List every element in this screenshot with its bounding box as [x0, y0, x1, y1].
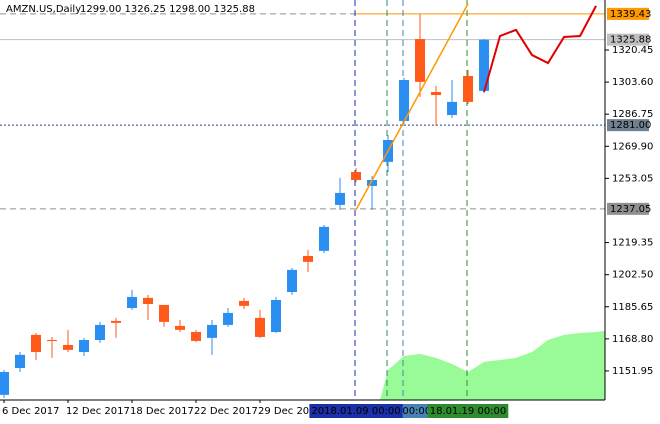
- candle-body: [447, 101, 458, 116]
- candle-body: [31, 334, 42, 352]
- x-tick-label: 6 Dec 2017: [2, 406, 60, 417]
- x-tick-label: 12 Dec 2017: [66, 406, 130, 417]
- price-label: 1339.43: [610, 9, 651, 20]
- candle-body: [175, 325, 186, 330]
- y-tick-label: 1219.35: [612, 238, 653, 249]
- candle-body: [479, 39, 490, 91]
- candle-body: [367, 180, 378, 186]
- y-tick-label: 1286.75: [612, 109, 653, 120]
- price-label-box: [607, 33, 649, 46]
- candle-body: [95, 324, 106, 340]
- candle-body: [0, 372, 10, 395]
- candle-body: [431, 92, 442, 96]
- candle-body: [47, 340, 58, 341]
- candle-body: [207, 324, 218, 338]
- price-label: 1237.05: [610, 204, 651, 215]
- y-tick-label: 1185.65: [612, 302, 653, 313]
- candle-body: [79, 340, 90, 352]
- x-tick-label: 29 Dec 2017: [258, 406, 322, 417]
- candle-body: [463, 76, 474, 102]
- candle-body: [143, 297, 154, 304]
- candle-body: [319, 226, 330, 251]
- candle-body: [127, 296, 138, 308]
- candle-body: [287, 269, 298, 292]
- candle-body: [335, 192, 346, 205]
- y-tick-label: 1202.50: [612, 270, 653, 281]
- price-label-box: [607, 119, 649, 132]
- y-tick-label: 1253.05: [612, 173, 653, 184]
- ohlc-header: 1299.00 1326.25 1298.00 1325.88: [80, 4, 255, 15]
- axes: [0, 0, 606, 401]
- date-flag-box: [309, 404, 403, 418]
- candle-body: [159, 304, 170, 322]
- date-flag-label: 18.01.19 00:00: [430, 406, 507, 417]
- candle-body: [15, 354, 26, 368]
- price-label: 1325.88: [610, 35, 651, 46]
- y-tick-label: 1320.45: [612, 45, 653, 56]
- candle-body: [271, 300, 282, 332]
- candle-body: [111, 320, 122, 323]
- candle-body: [303, 256, 314, 262]
- candle-body: [239, 300, 250, 306]
- x-tick-label: 18 Dec 2017: [130, 406, 194, 417]
- candle-body: [415, 39, 426, 82]
- y-tick-label: 1269.90: [612, 141, 653, 152]
- candle-body: [63, 344, 74, 350]
- candle-body: [191, 332, 202, 341]
- y-tick-label: 1168.80: [612, 334, 653, 345]
- price-label-box: [607, 202, 649, 215]
- price-label-box: [607, 7, 649, 20]
- candle-body: [351, 172, 362, 180]
- y-tick-label: 1303.60: [612, 77, 653, 88]
- x-tick-label: 22 Dec 2017: [194, 406, 258, 417]
- candle-body: [255, 317, 266, 337]
- candle-body: [223, 312, 234, 325]
- indicator-area: [380, 330, 605, 400]
- date-flag-box: [427, 404, 509, 418]
- date-flag-label: 2018.01.09 00:00: [311, 406, 400, 417]
- y-tick-label: 1151.95: [612, 366, 653, 377]
- price-label: 1281.00: [610, 120, 651, 131]
- forecast-line: [483, 5, 597, 93]
- trend-line: [355, 3, 469, 211]
- chart-title: AMZN.US,Daily: [6, 4, 81, 15]
- date-flag-label: 1.12 00:00: [377, 406, 431, 417]
- candle-body: [399, 80, 410, 121]
- plot-area: [0, 0, 605, 400]
